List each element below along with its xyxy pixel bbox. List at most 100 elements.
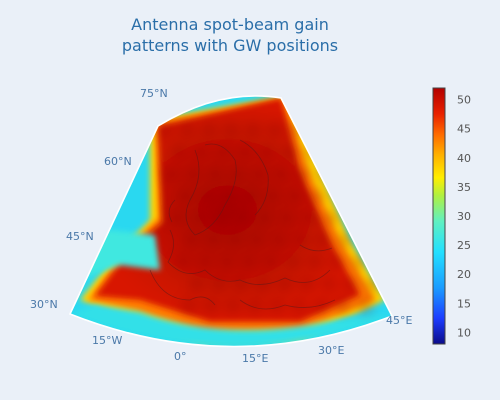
spot-beam: [302, 211, 316, 225]
spot-beam: [242, 255, 256, 269]
spot-beam: [224, 123, 238, 137]
lon-tick-30e: 30°E: [318, 344, 344, 357]
spot-beam: [360, 233, 374, 247]
lon-tick-15e: 15°E: [242, 352, 268, 365]
spot-beam: [184, 233, 198, 247]
lon-tick-45e: 45°E: [386, 314, 412, 327]
spot-beam: [222, 189, 236, 203]
spot-beam: [220, 255, 234, 269]
colorbar-tick-label: 10: [457, 326, 471, 339]
spot-beam: [190, 277, 204, 291]
spot-beam: [300, 277, 314, 291]
spot-beam: [340, 167, 354, 181]
spot-beam: [180, 123, 194, 137]
spot-beam: [158, 123, 172, 137]
spot-beam: [244, 189, 258, 203]
chart-title-line-1: Antenna spot-beam gain: [131, 15, 329, 34]
spot-beam: [250, 233, 264, 247]
lat-tick-75: 75°N: [140, 87, 168, 100]
spot-beam: [202, 123, 216, 137]
spot-beam: [324, 211, 338, 225]
coastlines: [149, 139, 336, 310]
colorbar-tick-label: 20: [457, 268, 471, 281]
spot-beam: [204, 299, 218, 313]
spot-beam: [266, 189, 280, 203]
spot-beam: [214, 211, 228, 225]
spot-beam: [270, 299, 284, 313]
map-frame: [68, 95, 394, 348]
spot-beam: [274, 167, 288, 181]
spot-beam: [258, 211, 272, 225]
spot-beam: [228, 233, 242, 247]
lat-tick-30: 30°N: [30, 298, 58, 311]
colorbar-gradient: [432, 87, 446, 345]
spot-beam: [338, 233, 352, 247]
spot-beam: [252, 167, 266, 181]
spot-beam: [264, 255, 278, 269]
spot-beam: [226, 299, 240, 313]
spot-beam: [354, 189, 368, 203]
spot-beam: [272, 233, 286, 247]
spot-beam: [248, 299, 262, 313]
spot-beam: [208, 167, 222, 181]
spot-beam: [344, 277, 358, 291]
spot-beam: [172, 145, 186, 159]
colorbar-tick-label: 45: [457, 123, 471, 136]
spot-beam: [312, 123, 326, 137]
spot-beam: [246, 123, 260, 137]
spot-beam: [280, 211, 294, 225]
spot-beam: [216, 145, 230, 159]
spot-beam: [236, 211, 250, 225]
spot-beam: [178, 189, 192, 203]
spot-beam: [316, 233, 330, 247]
spot-beam: [198, 255, 212, 269]
spot-beam: [234, 277, 248, 291]
spot-beam: [346, 211, 360, 225]
spot-beam: [176, 255, 190, 269]
colorbar-tick-label: 50: [457, 94, 471, 107]
spot-beam: [314, 299, 328, 313]
lon-tick-15w: 15°W: [92, 334, 122, 347]
spot-beam: [170, 211, 184, 225]
spot-beam: [308, 255, 322, 269]
spot-beam: [282, 145, 296, 159]
colorbar-ticks: 10 15 20 25 30 35 40 45 50: [457, 94, 471, 340]
spot-beam: [164, 167, 178, 181]
colorbar-tick-label: 30: [457, 210, 471, 223]
colorbar-tick-label: 25: [457, 239, 471, 252]
spot-beam: [288, 189, 302, 203]
spot-beam: [322, 277, 336, 291]
lat-tick-45: 45°N: [66, 230, 94, 243]
spot-beam: [230, 167, 244, 181]
colorbar-tick-label: 40: [457, 152, 471, 165]
spot-beam: [348, 145, 362, 159]
spot-beam: [268, 123, 282, 137]
spot-beam: [358, 299, 372, 313]
chart-title-line-2: patterns with GW positions: [121, 36, 339, 55]
spot-beam: [206, 233, 220, 247]
spot-beam: [310, 189, 324, 203]
spot-beam: [260, 145, 274, 159]
lon-tick-0: 0°: [174, 350, 187, 363]
spot-beam: [294, 233, 308, 247]
spot-beam: [200, 189, 214, 203]
colorbar-tick-label: 35: [457, 181, 471, 194]
spot-beam: [186, 167, 200, 181]
heatmap-south-band: [70, 305, 392, 347]
colorbar: 10 15 20 25 30 35 40 45 50: [432, 87, 471, 345]
spot-beam: [334, 123, 348, 137]
colorbar-tick-label: 15: [457, 297, 471, 310]
spot-beam: [194, 145, 208, 159]
spot-beam: [330, 255, 344, 269]
spot-beam: [286, 255, 300, 269]
spot-beam: [192, 211, 206, 225]
spot-beam: [238, 145, 252, 159]
spot-beam: [292, 299, 306, 313]
spot-beam: [278, 277, 292, 291]
spot-beam: [326, 145, 340, 159]
lat-tick-60: 60°N: [104, 155, 132, 168]
spot-beam: [296, 167, 310, 181]
spot-beam: [336, 299, 350, 313]
chart-title: Antenna spot-beam gain patterns with GW …: [0, 14, 460, 56]
